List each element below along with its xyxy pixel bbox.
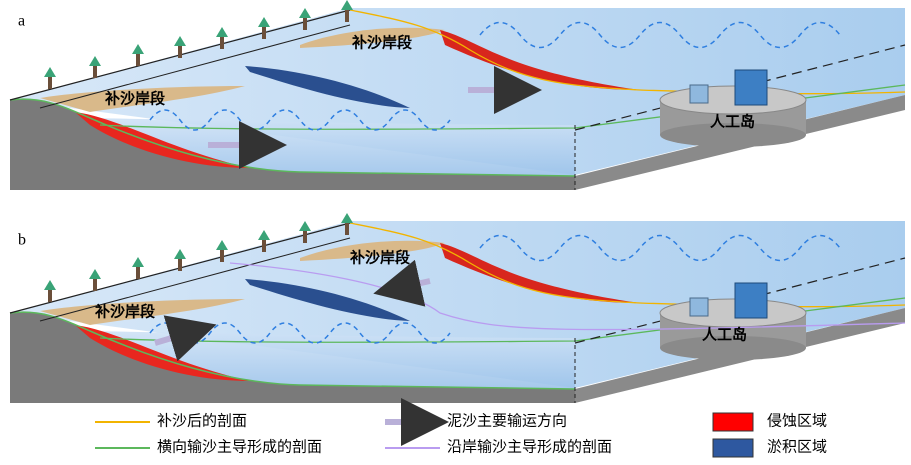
legend-label: 沿岸输沙主导形成的剖面 <box>447 438 612 455</box>
legend-swatch <box>712 438 754 458</box>
segment-label: 补沙岸段 <box>351 33 412 51</box>
segment-label: 补沙岸段 <box>349 248 410 266</box>
segment-label: 补沙岸段 <box>94 302 155 320</box>
legend-swatch <box>712 412 754 432</box>
legend-label: 泥沙主要输运方向 <box>447 412 567 429</box>
panel-label: b <box>18 232 26 249</box>
panel-label: a <box>18 13 25 30</box>
island-label: 人工岛 <box>710 112 755 130</box>
transport-arrow <box>154 315 217 362</box>
panel-b: b 补沙岸段 补沙岸段 人工岛 <box>10 213 905 403</box>
panel-a: a 补沙岸段 补沙岸段 人工岛 <box>10 0 905 190</box>
island-label: 人工岛 <box>702 325 747 343</box>
segment-label: 补沙岸段 <box>104 89 165 107</box>
legend-label: 淤积区域 <box>767 438 827 455</box>
transport-arrow <box>373 259 431 307</box>
legend-label: 补沙后的剖面 <box>157 412 247 429</box>
legend-label: 侵蚀区域 <box>767 412 827 429</box>
legend-label: 横向输沙主导形成的剖面 <box>157 438 322 455</box>
